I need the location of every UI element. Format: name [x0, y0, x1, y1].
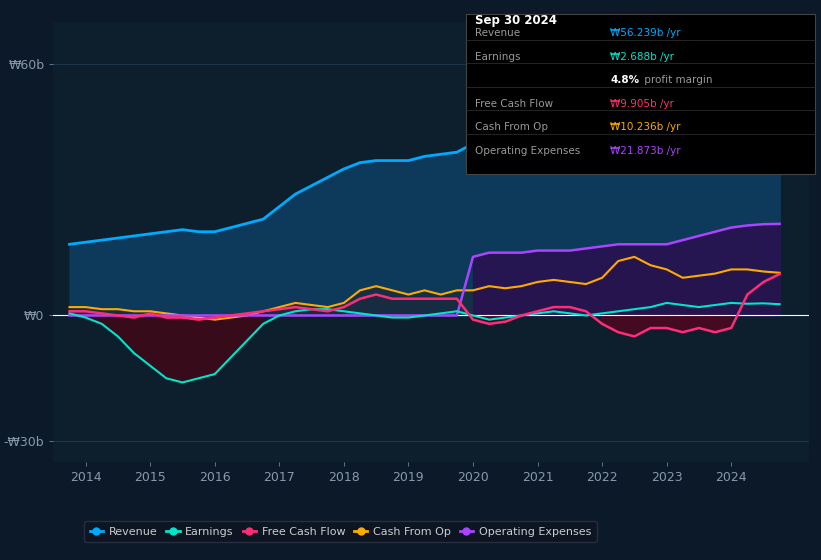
Text: Cash From Op: Cash From Op	[475, 123, 548, 133]
Text: ₩56.239b /yr: ₩56.239b /yr	[610, 29, 681, 39]
Text: Revenue: Revenue	[475, 29, 520, 39]
Text: ₩10.236b /yr: ₩10.236b /yr	[610, 123, 681, 133]
Text: ₩2.688b /yr: ₩2.688b /yr	[610, 52, 674, 62]
Text: Free Cash Flow: Free Cash Flow	[475, 99, 553, 109]
Text: profit margin: profit margin	[641, 76, 713, 86]
Text: 4.8%: 4.8%	[610, 76, 639, 86]
Legend: Revenue, Earnings, Free Cash Flow, Cash From Op, Operating Expenses: Revenue, Earnings, Free Cash Flow, Cash …	[85, 521, 597, 542]
Text: Sep 30 2024: Sep 30 2024	[475, 14, 557, 27]
Text: Operating Expenses: Operating Expenses	[475, 146, 580, 156]
Text: Earnings: Earnings	[475, 52, 520, 62]
Text: ₩9.905b /yr: ₩9.905b /yr	[610, 99, 674, 109]
Text: ₩21.873b /yr: ₩21.873b /yr	[610, 146, 681, 156]
